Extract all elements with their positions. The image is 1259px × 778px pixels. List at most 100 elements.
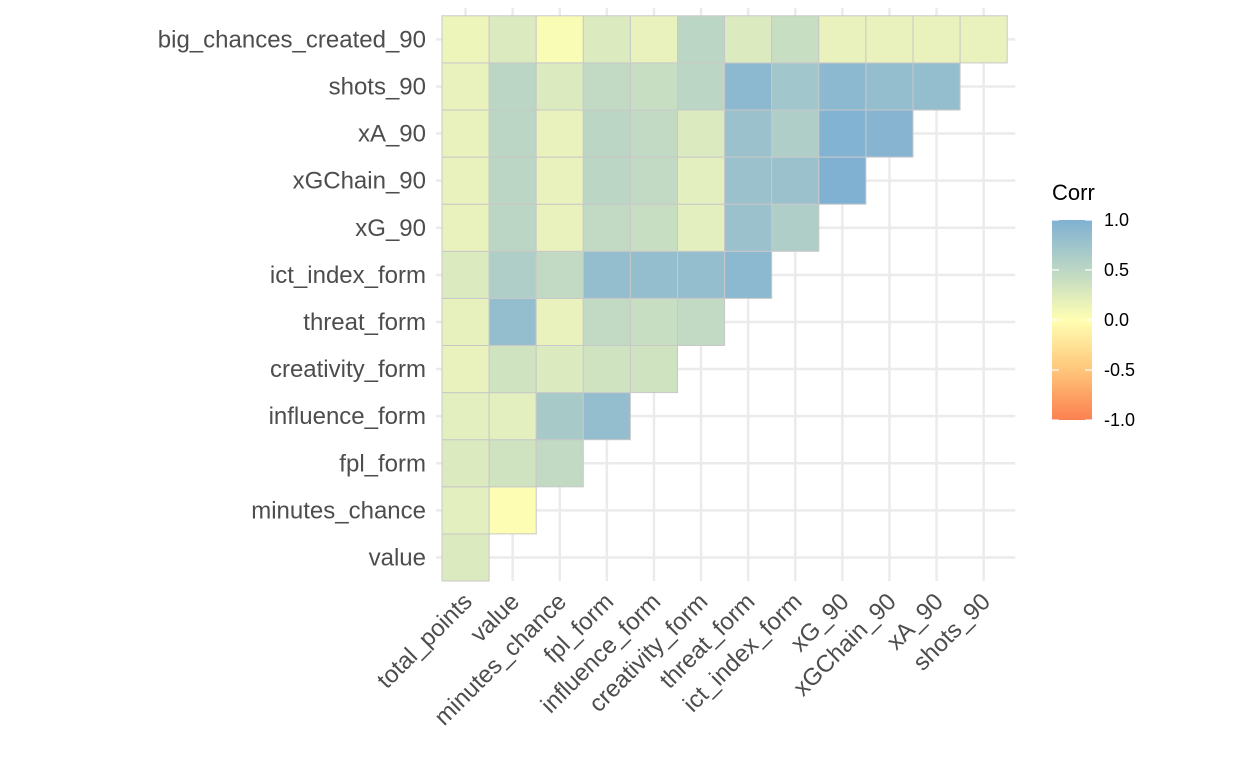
- heatmap-cells: [441, 15, 1008, 582]
- y-tick-label: threat_form: [303, 309, 426, 336]
- heatmap-cell: [629, 250, 679, 299]
- heatmap-cell: [441, 62, 490, 111]
- heatmap-cell: [818, 109, 867, 158]
- heatmap-cell: [535, 156, 584, 205]
- heatmap-cell: [582, 156, 631, 205]
- heatmap-cell: [441, 15, 490, 64]
- heatmap-cell: [582, 109, 631, 158]
- heatmap-cell: [677, 156, 726, 205]
- heatmap-cell: [818, 62, 867, 111]
- heatmap-cell: [677, 203, 726, 252]
- heatmap-cell: [441, 486, 490, 535]
- heatmap-cell: [441, 533, 490, 582]
- y-tick-label: ict_index_form: [270, 262, 426, 289]
- heatmap-cell: [582, 62, 631, 111]
- heatmap-cell: [441, 156, 490, 205]
- heatmap-cell: [488, 203, 537, 252]
- heatmap-cell: [441, 297, 490, 346]
- heatmap-cell: [582, 15, 631, 64]
- y-tick-label: fpl_form: [339, 450, 426, 477]
- y-tick-label: minutes_chance: [251, 497, 426, 524]
- legend-tick-label: -0.5: [1104, 360, 1135, 380]
- heatmap-cell: [771, 109, 820, 158]
- y-tick-label: xA_90: [358, 121, 426, 148]
- heatmap-cell: [488, 439, 537, 488]
- legend-title: Corr: [1052, 180, 1095, 205]
- y-axis-tick-labels: value minutes_chance fpl_form influence_for…: [158, 26, 426, 571]
- heatmap-cell: [771, 62, 820, 111]
- heatmap-cell: [912, 15, 961, 64]
- heatmap-cell: [629, 345, 679, 394]
- heatmap-cell: [677, 297, 726, 346]
- heatmap-cell: [818, 15, 867, 64]
- heatmap-cell: [582, 203, 631, 252]
- heatmap-cell: [488, 109, 537, 158]
- heatmap-cell: [818, 156, 867, 205]
- heatmap-cell: [535, 439, 584, 488]
- heatmap-cell: [535, 62, 584, 111]
- heatmap-cell: [441, 203, 490, 252]
- heatmap-cell: [488, 345, 537, 394]
- heatmap-cell: [488, 392, 537, 441]
- heatmap-cell: [535, 250, 584, 299]
- heatmap-cell: [441, 392, 490, 441]
- y-tick-label: xGChain_90: [293, 168, 426, 195]
- heatmap-cell: [865, 109, 914, 158]
- heatmap-cell: [441, 345, 490, 394]
- heatmap-cell: [912, 62, 961, 111]
- legend-tick-label: 0.0: [1104, 310, 1129, 330]
- heatmap-cell: [677, 15, 726, 64]
- heatmap-cell: [629, 62, 679, 111]
- heatmap-cell: [441, 250, 490, 299]
- heatmap-cell: [582, 345, 631, 394]
- legend-tick-label: 0.5: [1104, 260, 1129, 280]
- y-tick-label: big_chances_created_90: [158, 26, 426, 53]
- heatmap-cell: [488, 297, 537, 346]
- heatmap-cell: [488, 486, 537, 535]
- heatmap-cell: [535, 392, 584, 441]
- heatmap-cell: [629, 297, 679, 346]
- heatmap-cell: [441, 439, 490, 488]
- heatmap-cell: [724, 109, 773, 158]
- heatmap-cell: [959, 15, 1008, 64]
- heatmap-cell: [535, 15, 584, 64]
- heatmap-cell: [535, 345, 584, 394]
- legend: Corr 1.0 0.5 0.0 -0.5 -1.0: [1052, 180, 1135, 430]
- heatmap-cell: [629, 203, 679, 252]
- y-tick-label: xG_90: [355, 215, 426, 242]
- heatmap-cell: [771, 156, 820, 205]
- heatmap-cell: [582, 392, 631, 441]
- heatmap-cell: [724, 15, 773, 64]
- heatmap-cell: [441, 109, 490, 158]
- y-tick-label: creativity_form: [270, 356, 426, 383]
- heatmap-cell: [488, 62, 537, 111]
- heatmap-cell: [724, 203, 773, 252]
- legend-tick-label: 1.0: [1104, 210, 1129, 230]
- heatmap-cell: [582, 250, 631, 299]
- heatmap-cell: [535, 203, 584, 252]
- heatmap-cell: [629, 15, 679, 64]
- legend-ticks: 1.0 0.5 0.0 -0.5 -1.0: [1052, 210, 1135, 430]
- x-axis-tick-labels: total_pointsvalueminutes_chancefpl_formi…: [372, 588, 996, 731]
- heatmap-cell: [771, 203, 820, 252]
- heatmap-cell: [535, 109, 584, 158]
- heatmap-cell: [677, 250, 726, 299]
- heatmap-cell: [535, 297, 584, 346]
- heatmap-cell: [771, 15, 820, 64]
- heatmap-cell: [677, 109, 726, 158]
- heatmap-cell: [724, 62, 773, 111]
- y-tick-label: shots_90: [329, 73, 426, 100]
- heatmap-cell: [865, 62, 914, 111]
- heatmap-cell: [724, 156, 773, 205]
- heatmap-cell: [629, 156, 679, 205]
- heatmap-cell: [865, 15, 914, 64]
- y-tick-label: value: [369, 544, 426, 571]
- heatmap-cell: [677, 62, 726, 111]
- heatmap-cell: [629, 109, 679, 158]
- heatmap-cell: [488, 156, 537, 205]
- legend-tick-label: -1.0: [1104, 410, 1135, 430]
- heatmap-cell: [488, 15, 537, 64]
- y-tick-label: influence_form: [269, 403, 426, 430]
- heatmap-cell: [488, 250, 537, 299]
